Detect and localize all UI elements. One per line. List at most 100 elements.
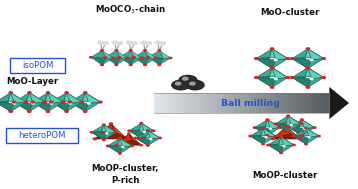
Polygon shape	[329, 87, 349, 119]
Polygon shape	[269, 49, 288, 59]
Polygon shape	[302, 128, 315, 136]
Circle shape	[172, 80, 190, 90]
Polygon shape	[286, 116, 301, 124]
Circle shape	[117, 42, 123, 45]
Circle shape	[160, 42, 166, 45]
Polygon shape	[129, 130, 141, 138]
Polygon shape	[116, 50, 127, 58]
Polygon shape	[131, 58, 142, 65]
Circle shape	[62, 101, 65, 103]
Circle shape	[271, 138, 274, 140]
Circle shape	[125, 138, 129, 140]
Polygon shape	[308, 77, 324, 87]
Polygon shape	[33, 101, 48, 112]
Circle shape	[249, 135, 252, 137]
Bar	[182, 93, 185, 113]
Circle shape	[118, 57, 121, 58]
Circle shape	[128, 133, 130, 134]
Polygon shape	[306, 128, 319, 137]
Circle shape	[270, 67, 274, 69]
Polygon shape	[146, 130, 160, 138]
Circle shape	[140, 122, 143, 124]
Polygon shape	[102, 50, 113, 58]
Circle shape	[9, 92, 12, 94]
Circle shape	[65, 111, 68, 112]
Circle shape	[300, 123, 302, 125]
Polygon shape	[286, 126, 300, 139]
Polygon shape	[26, 93, 44, 102]
Polygon shape	[134, 57, 149, 65]
Polygon shape	[288, 116, 301, 125]
Polygon shape	[29, 93, 44, 104]
Polygon shape	[256, 58, 272, 68]
Bar	[171, 93, 175, 113]
Bar	[221, 93, 224, 113]
Circle shape	[290, 124, 292, 125]
Circle shape	[32, 103, 34, 104]
Circle shape	[101, 50, 103, 51]
Circle shape	[288, 127, 290, 128]
Circle shape	[28, 92, 31, 94]
Polygon shape	[11, 93, 26, 104]
Circle shape	[152, 130, 155, 132]
Polygon shape	[159, 58, 170, 65]
Polygon shape	[263, 136, 276, 144]
Bar	[266, 93, 270, 113]
Circle shape	[306, 67, 310, 69]
Circle shape	[13, 101, 16, 103]
Circle shape	[140, 144, 142, 146]
Bar	[228, 93, 231, 113]
Circle shape	[275, 59, 277, 61]
Circle shape	[159, 137, 161, 139]
Polygon shape	[265, 120, 280, 128]
Polygon shape	[159, 50, 170, 58]
Polygon shape	[145, 58, 156, 65]
Polygon shape	[120, 57, 135, 65]
Polygon shape	[288, 124, 301, 132]
Bar	[319, 93, 322, 113]
Circle shape	[118, 138, 121, 139]
Circle shape	[262, 143, 265, 145]
Polygon shape	[92, 132, 107, 140]
Bar	[252, 93, 256, 113]
Text: MoOP-cluster: MoOP-cluster	[252, 171, 317, 180]
Polygon shape	[91, 50, 106, 58]
Circle shape	[285, 125, 288, 127]
Polygon shape	[292, 77, 308, 87]
Circle shape	[28, 111, 31, 112]
Bar	[231, 93, 234, 113]
Circle shape	[126, 57, 129, 59]
Polygon shape	[268, 145, 284, 153]
Bar	[234, 93, 238, 113]
Polygon shape	[70, 93, 85, 102]
Circle shape	[300, 119, 303, 120]
Circle shape	[299, 138, 301, 140]
Circle shape	[106, 133, 108, 134]
Circle shape	[128, 130, 131, 132]
Circle shape	[68, 101, 72, 103]
Polygon shape	[70, 102, 89, 112]
Circle shape	[287, 131, 290, 132]
Circle shape	[146, 145, 149, 146]
Bar	[294, 93, 298, 113]
Circle shape	[126, 41, 132, 44]
Polygon shape	[8, 93, 26, 102]
Circle shape	[144, 50, 146, 51]
Polygon shape	[148, 50, 163, 58]
Polygon shape	[70, 101, 85, 112]
Circle shape	[318, 135, 320, 137]
FancyBboxPatch shape	[6, 128, 78, 143]
Polygon shape	[293, 136, 309, 144]
Polygon shape	[263, 128, 276, 137]
Polygon shape	[108, 145, 120, 153]
Circle shape	[280, 152, 282, 154]
Polygon shape	[48, 93, 63, 104]
Bar	[298, 93, 301, 113]
Bar	[203, 93, 207, 113]
Circle shape	[322, 58, 325, 60]
Bar	[280, 93, 284, 113]
Circle shape	[115, 132, 117, 133]
Circle shape	[83, 111, 87, 112]
Circle shape	[292, 144, 295, 146]
Bar	[210, 93, 214, 113]
